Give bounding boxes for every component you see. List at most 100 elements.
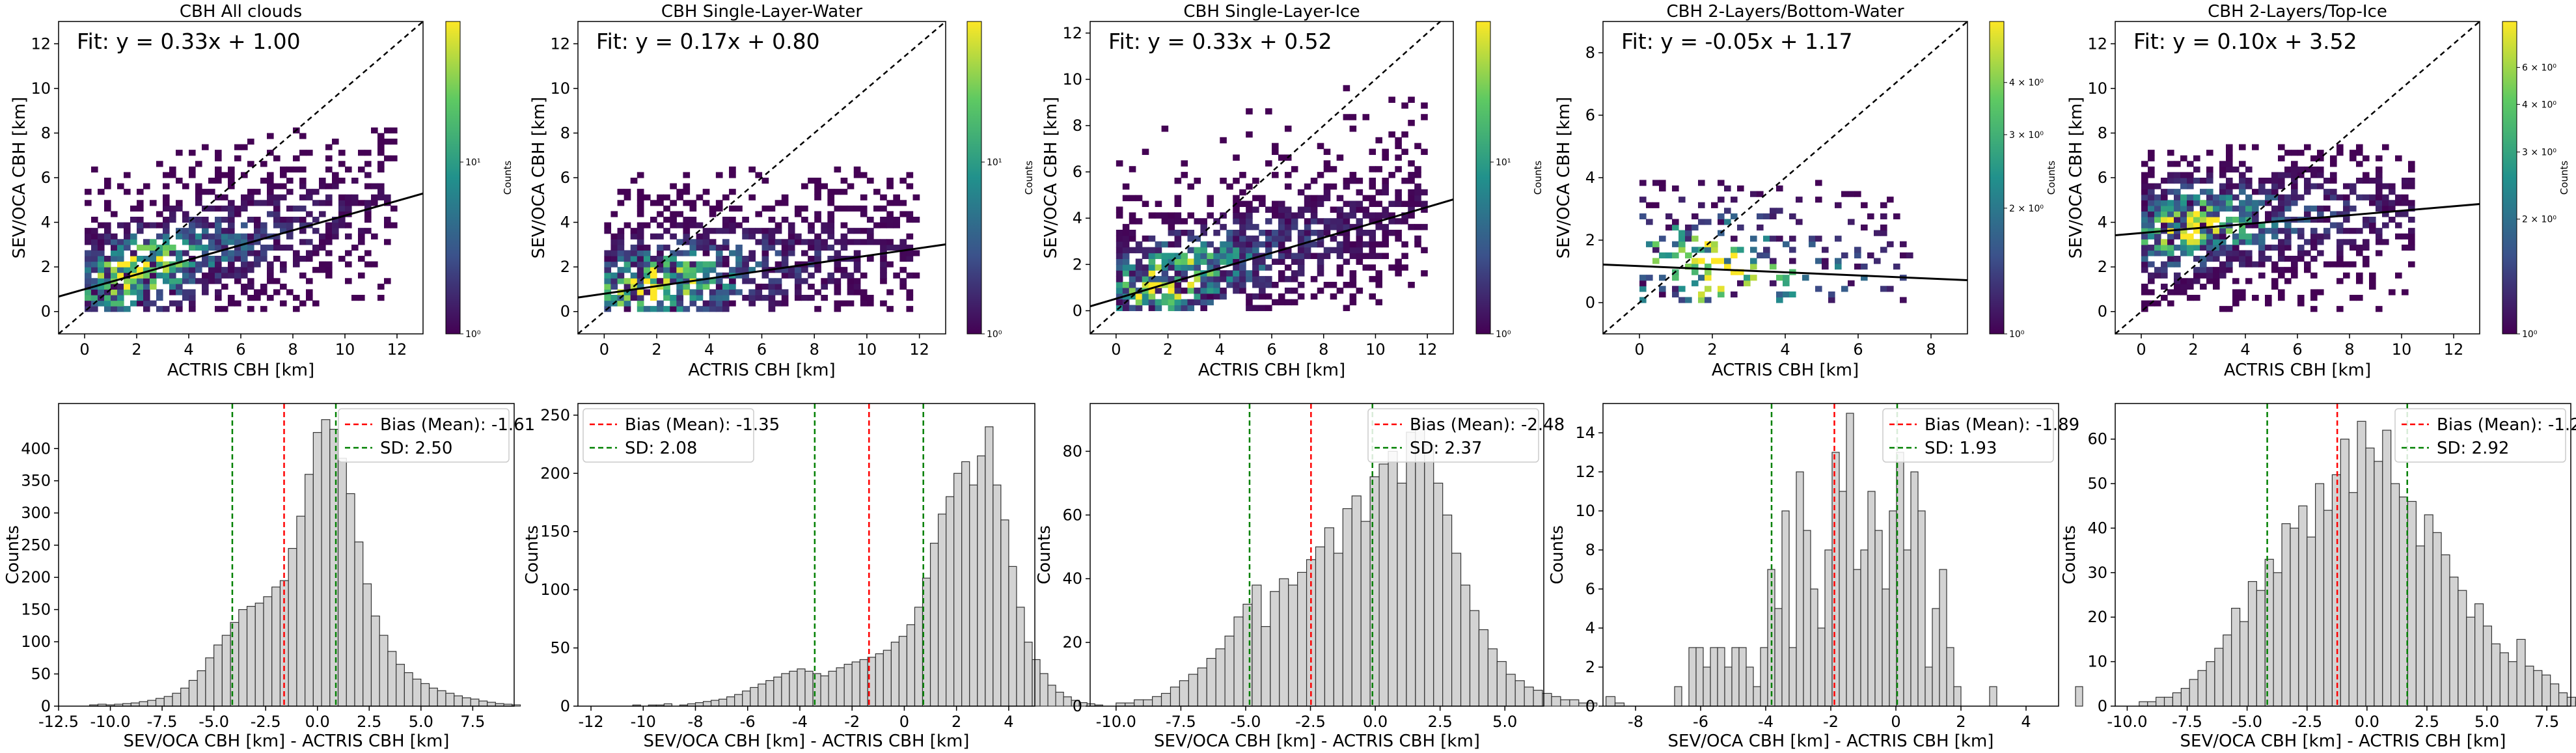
heatmap-cell (1731, 213, 1738, 220)
heatmap-cell (163, 217, 170, 223)
heatmap-cell (358, 256, 365, 262)
x-axis-label: SEV/OCA CBH [km] - ACTRIS CBH [km] (1668, 732, 1994, 751)
heatmap-cell (267, 267, 274, 273)
heatmap-cell (325, 239, 333, 245)
heatmap-cell (247, 244, 254, 251)
heatmap-cell (1737, 280, 1744, 286)
x-tick-label: -2.5 (1295, 713, 1326, 731)
x-tick-label: -4 (792, 713, 808, 731)
heatmap-cell (696, 267, 704, 273)
heatmap-cell (768, 205, 776, 212)
histogram-bar (742, 691, 751, 707)
heatmap-cell (2167, 244, 2174, 251)
heatmap-cell (2323, 189, 2331, 195)
heatmap-cell (637, 306, 644, 312)
heatmap-cell (358, 272, 365, 279)
heatmap-cell (781, 272, 789, 279)
heatmap-cell (1239, 247, 1246, 254)
heatmap-cell (2310, 289, 2318, 295)
heatmap-cell (768, 239, 776, 245)
heatmap-cell (1122, 305, 1130, 312)
heatmap-cell (1207, 253, 1214, 260)
heatmap-cell (1310, 253, 1318, 260)
heatmap-cell (1692, 264, 1699, 270)
heatmap-cell (2317, 166, 2324, 173)
heatmap-cell (1395, 218, 1402, 225)
heatmap-cell (280, 194, 287, 200)
heatmap-cell (2376, 233, 2383, 240)
histogram-bar (898, 636, 908, 707)
y-tick-label: 0 (2098, 697, 2107, 715)
heatmap-cell (663, 256, 670, 262)
heatmap-cell (195, 194, 202, 200)
heatmap-cell (1122, 235, 1130, 242)
histogram-bar (977, 455, 986, 707)
histogram-bar (734, 694, 743, 707)
heatmap-cell (2271, 178, 2279, 184)
heatmap-cell (2408, 161, 2415, 167)
heatmap-cell (2219, 267, 2227, 273)
y-tick-label: 350 (21, 472, 51, 490)
heatmap-cell (768, 300, 776, 307)
heatmap-cell (2167, 189, 2174, 195)
histogram-bar (2550, 683, 2560, 707)
heatmap-cell (899, 250, 907, 256)
heatmap-cell (2245, 222, 2253, 228)
heatmap-cell (325, 222, 333, 228)
heatmap-cell (202, 217, 209, 223)
heatmap-cell (814, 178, 821, 184)
heatmap-cell (748, 295, 756, 301)
heatmap-cell (808, 256, 815, 262)
heatmap-cell (1880, 202, 1887, 208)
heatmap-cell (195, 189, 202, 195)
heatmap-cell (1265, 160, 1272, 167)
heatmap-cell (2343, 205, 2350, 212)
histogram-bar (836, 667, 845, 707)
heatmap-cell (163, 244, 170, 251)
heatmap-cell (98, 233, 105, 240)
heatmap-cell (1135, 247, 1143, 254)
heatmap-cell (2278, 267, 2285, 273)
heatmap-cell (319, 244, 326, 251)
heatmap-cell (794, 211, 802, 217)
heatmap-cell (768, 306, 776, 312)
heatmap-cell (163, 194, 170, 200)
histogram-bar (1860, 549, 1869, 707)
heatmap-cell (1135, 299, 1143, 306)
heatmap-cell (1194, 178, 1201, 184)
fit-annotation: Fit: y = 0.33x + 0.52 (1108, 29, 1332, 54)
y-tick-label: 12 (1575, 463, 1595, 481)
y-tick-label: 0 (1585, 294, 1595, 312)
heatmap-cell (617, 267, 625, 273)
heatmap-cell (1861, 225, 1868, 231)
heatmap-cell (156, 272, 163, 279)
heatmap-cell (650, 289, 657, 295)
heatmap-cell (325, 272, 333, 279)
heatmap-cell (683, 189, 691, 195)
x-tick-label: 0 (79, 340, 89, 359)
heatmap-cell (689, 272, 697, 279)
heatmap-cell (2336, 211, 2344, 217)
heatmap-cell (2148, 244, 2155, 251)
heatmap-cell (643, 222, 651, 228)
heatmap-cell (676, 283, 684, 290)
heatmap-cell (814, 250, 821, 256)
histogram-bar (851, 661, 860, 707)
heatmap-cell (1200, 287, 1207, 294)
heatmap-cell (1672, 225, 1679, 231)
histogram-bar (2264, 558, 2274, 707)
heatmap-cell (1187, 282, 1195, 288)
heatmap-cell (338, 161, 346, 167)
y-tick-label: 0 (41, 697, 51, 715)
heatmap-cell (2232, 205, 2240, 212)
y-tick-label: 8 (41, 124, 51, 142)
histogram-bar (820, 675, 829, 707)
heatmap-cell (1906, 252, 1913, 259)
heatmap-cell (1705, 297, 1712, 303)
heatmap-cell (215, 222, 222, 228)
heatmap-cell (234, 250, 241, 256)
heatmap-cell (2330, 155, 2337, 161)
heatmap-cell (1310, 200, 1318, 208)
heatmap-cell (2402, 183, 2409, 189)
heatmap-cell (1161, 253, 1169, 260)
